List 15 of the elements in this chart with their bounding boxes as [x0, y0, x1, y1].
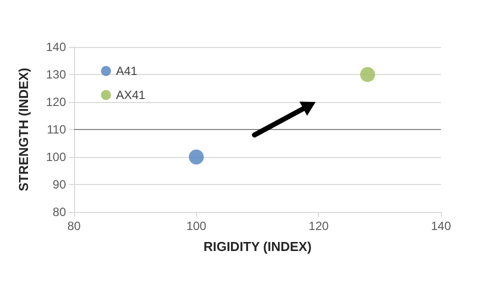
y-tick-label: 80: [52, 205, 66, 219]
y-tick-label: 130: [46, 68, 66, 82]
x-tick-label: 120: [308, 219, 329, 233]
x-tick-label: 140: [430, 219, 452, 233]
y-tick-label: 120: [46, 95, 66, 109]
y-tick-label: 140: [46, 40, 66, 54]
x-tick-label: 100: [186, 219, 207, 233]
x-tick-label: 80: [67, 219, 81, 233]
y-tick-label: 90: [52, 178, 66, 192]
y-axis-title: STRENGTH (INDEX): [16, 68, 31, 192]
y-tick-label: 100: [46, 150, 66, 164]
y-tick-label: 110: [46, 122, 66, 136]
legend-label: AX41: [116, 88, 146, 102]
x-axis-title: RIGIDITY (INDEX): [203, 239, 312, 254]
legend-label: A41: [116, 64, 138, 78]
